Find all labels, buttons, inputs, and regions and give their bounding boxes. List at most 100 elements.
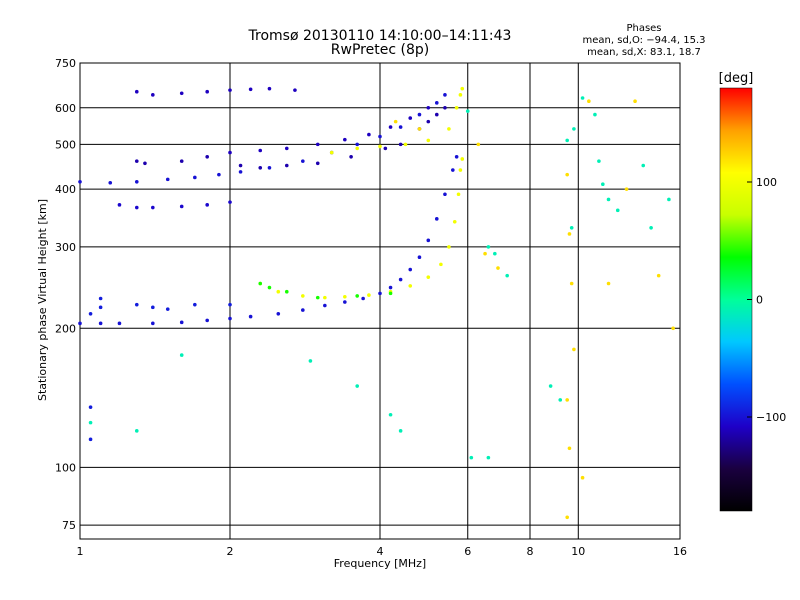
data-point (615, 208, 620, 213)
data-point (426, 119, 431, 124)
data-point (388, 412, 393, 417)
data-point (367, 293, 371, 297)
data-point (558, 398, 563, 402)
data-point (476, 142, 481, 147)
data-point (193, 175, 197, 180)
colorbar-tick-label: 0 (756, 294, 763, 307)
data-point (308, 359, 313, 363)
stats-line-x: mean, sd,X: 83.1, 18.7 (587, 47, 701, 58)
data-point (417, 127, 422, 131)
data-point (165, 177, 170, 182)
data-point (98, 296, 103, 301)
data-point (408, 116, 413, 120)
data-point (505, 273, 509, 278)
data-point (454, 155, 459, 159)
data-point (496, 266, 500, 270)
plot-area: 1 2 4 6 8 10 16 75 100 200 300 400 500 600 750 (55, 57, 687, 558)
data-point (315, 295, 320, 300)
data-point (434, 101, 439, 105)
data-point (361, 296, 365, 301)
data-point (134, 159, 139, 163)
data-point (565, 172, 569, 177)
data-point (398, 125, 403, 129)
data-point (88, 405, 93, 409)
data-point (151, 321, 155, 326)
data-point (443, 192, 447, 197)
data-point (624, 187, 629, 191)
y-tick-label: 100 (55, 461, 76, 474)
data-point (572, 127, 576, 131)
data-point (134, 179, 139, 184)
data-point (193, 302, 197, 307)
data-point (439, 262, 443, 267)
x-tick-label: 4 (377, 545, 384, 558)
data-point (641, 163, 646, 168)
data-point (284, 146, 289, 151)
data-point (343, 294, 347, 299)
y-tick-label: 600 (55, 102, 76, 115)
data-point (601, 182, 605, 187)
data-point (355, 384, 359, 388)
data-point (426, 138, 431, 143)
data-point (301, 159, 305, 163)
data-point (284, 289, 289, 294)
data-point (483, 251, 487, 256)
data-point (228, 88, 232, 92)
x-tick-label: 8 (527, 545, 534, 558)
data-point (417, 112, 422, 117)
data-point (205, 155, 209, 159)
data-point (228, 302, 232, 307)
data-point (228, 150, 232, 155)
data-point (671, 326, 675, 331)
data-point (88, 437, 93, 442)
data-point (343, 137, 347, 142)
data-point (315, 142, 320, 147)
data-point (267, 285, 272, 290)
data-point (267, 86, 272, 91)
data-point (426, 238, 431, 243)
x-tick-label: 1 (77, 545, 84, 558)
data-point (378, 134, 382, 139)
data-point (593, 112, 597, 117)
x-tick-label: 6 (464, 545, 471, 558)
data-point (580, 475, 585, 480)
data-point (349, 155, 353, 159)
data-point (565, 515, 569, 520)
colorbar-tick-label: 100 (756, 176, 777, 189)
data-point (456, 192, 461, 197)
data-point (606, 281, 611, 286)
data-point (403, 142, 408, 147)
y-tick-label: 300 (55, 241, 76, 254)
data-point (323, 295, 327, 300)
data-point (179, 204, 184, 209)
data-point (458, 93, 463, 97)
data-point (301, 308, 305, 312)
data-point (117, 321, 122, 326)
data-point (569, 281, 574, 286)
data-point (383, 146, 388, 151)
data-point (393, 119, 398, 124)
x-tick-label: 2 (227, 545, 234, 558)
data-point (355, 142, 359, 147)
data-point (443, 105, 447, 110)
data-point (88, 311, 93, 316)
y-tick-label: 400 (55, 183, 76, 196)
data-point (597, 159, 601, 163)
data-point (134, 89, 139, 94)
data-point (88, 420, 93, 425)
data-point (398, 429, 403, 433)
y-tick-label: 75 (62, 519, 76, 532)
data-point (134, 205, 139, 210)
data-point (569, 225, 574, 230)
data-point (98, 321, 103, 326)
data-point (580, 96, 585, 100)
data-point (134, 302, 139, 307)
data-point (572, 347, 576, 352)
y-tick-label: 750 (55, 57, 76, 70)
grid-lines (80, 63, 680, 539)
data-point (378, 291, 382, 296)
data-point (447, 245, 451, 249)
data-point (667, 197, 671, 202)
x-axis-label: Frequency [MHz] (334, 557, 426, 570)
data-point (329, 150, 334, 155)
